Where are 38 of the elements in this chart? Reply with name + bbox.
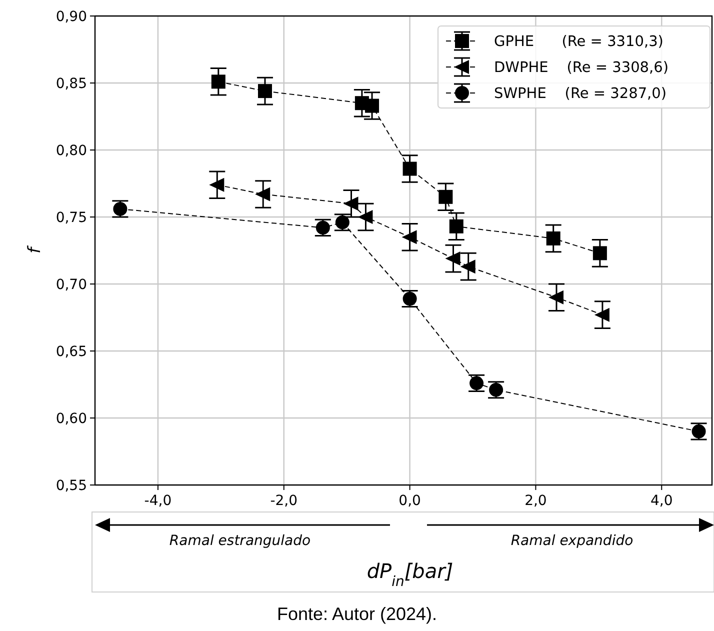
y-tick-label: 0,55 (56, 478, 87, 494)
legend-label: GPHE (Re = 3310,3) (494, 34, 664, 50)
point (449, 219, 464, 234)
point (402, 230, 417, 244)
point (358, 210, 373, 224)
point (209, 178, 224, 192)
x-tick-label: -2,0 (270, 493, 298, 509)
x-tick-label: 0,0 (398, 493, 421, 509)
y-tick-label: 0,60 (56, 411, 87, 427)
source-note: Fonte: Autor (2024). (276, 604, 438, 624)
point (460, 260, 476, 274)
text: Ramal expandido (510, 533, 634, 549)
x-tick-label: -4,0 (144, 493, 172, 509)
x-axis-title: dP$_{in}$[bar] (366, 559, 454, 590)
point (211, 74, 226, 89)
point (592, 246, 607, 260)
point (438, 190, 453, 204)
y-tick-label: 0,90 (56, 9, 87, 25)
legend-label: DWPHE (Re = 3308,6) (494, 60, 669, 76)
point (445, 252, 460, 266)
y-tick-label: 0,75 (56, 210, 87, 226)
point (255, 187, 270, 202)
y-tick-label: 0,80 (56, 143, 87, 159)
y-tick-label: 0,65 (56, 344, 87, 360)
point (548, 290, 564, 304)
point (258, 84, 272, 98)
x-tick-label: 2,0 (524, 493, 547, 509)
point (365, 98, 380, 113)
y-tick-label: 0,85 (56, 76, 87, 92)
y-axis-title: f (25, 244, 45, 254)
point (402, 162, 417, 176)
text: Ramal estrangulado (169, 533, 311, 549)
point (546, 231, 560, 246)
legend-label: SWPHE (Re = 3287,0) (494, 86, 667, 102)
x-tick-label: 4,0 (650, 493, 673, 509)
point (594, 308, 610, 322)
point (343, 196, 358, 211)
y-tick-label: 0,70 (56, 277, 87, 293)
